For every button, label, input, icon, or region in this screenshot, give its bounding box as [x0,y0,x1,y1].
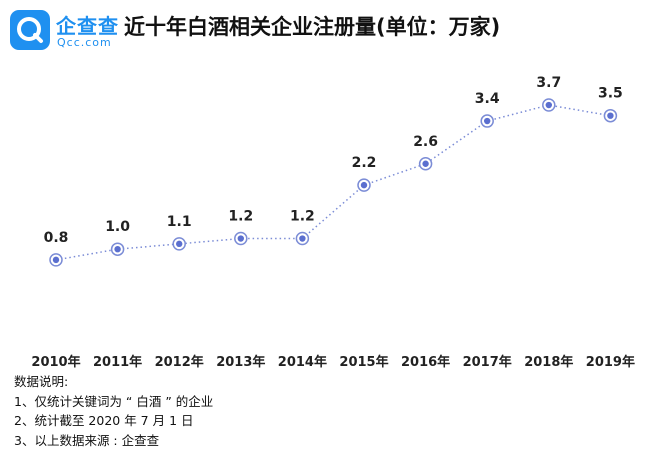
data-point-dot [52,256,60,264]
data-label: 1.2 [228,209,253,225]
notes-item: 1、仅统计关键词为 “ 白酒 ” 的企业 [14,393,214,409]
data-label: 1.1 [167,214,192,230]
data-label: 1.2 [290,209,315,225]
data-point-dot [299,235,306,242]
x-tick-label: 2013年 [216,354,265,370]
line-chart: 0.8 2010年 1.0 2011年 1.1 2012年 1.2 2013年 1.2 2014年… [31,75,635,370]
chart-title: 近十年白酒相关企业注册量(单位：万家) [124,15,501,39]
x-tick-label: 2016年 [401,354,450,370]
qcc-logo: 企查查 Qcc.com [10,8,122,52]
data-notes: 数据说明: 1、仅统计关键词为 “ 白酒 ” 的企业 2、统计截至 2020 年… [14,372,213,450]
data-label: 3.4 [475,91,500,107]
data-label: 2.6 [413,134,438,150]
data-point-dot [484,117,491,125]
data-label: 3.7 [536,75,561,91]
series-line [55,104,611,261]
x-tick-label: 2015年 [339,354,388,370]
notes-item: 3、以上数据来源 : 企查查 [14,432,160,448]
data-point-dot [176,240,183,248]
x-tick-label: 2012年 [155,354,204,370]
data-point-dot [114,246,121,253]
magnifier-logo-icon [10,10,50,50]
x-tick-label: 2014年 [278,354,327,370]
x-tick-label: 2010年 [31,354,80,370]
x-tick-label: 2011年 [93,354,142,370]
data-point-dot [545,101,552,109]
data-label: 1.0 [105,219,130,235]
logo-text-en: Qcc.com [57,36,112,49]
data-label: 2.2 [352,155,377,171]
notes-item: 2、统计截至 2020 年 7 月 1 日 [14,413,194,428]
data-point-dot [607,112,614,119]
x-tick-label: 2018年 [524,354,573,370]
x-tick-label: 2019年 [586,354,635,370]
data-label: 0.8 [44,230,69,246]
logo-text-cn: 企查查 [56,14,119,38]
x-tick-label: 2017年 [463,354,512,370]
data-point-dot [422,160,429,167]
notes-heading: 数据说明: [14,374,69,389]
data-point-dot [360,181,368,189]
data-label: 3.5 [598,86,623,102]
data-point-dot [237,235,244,242]
